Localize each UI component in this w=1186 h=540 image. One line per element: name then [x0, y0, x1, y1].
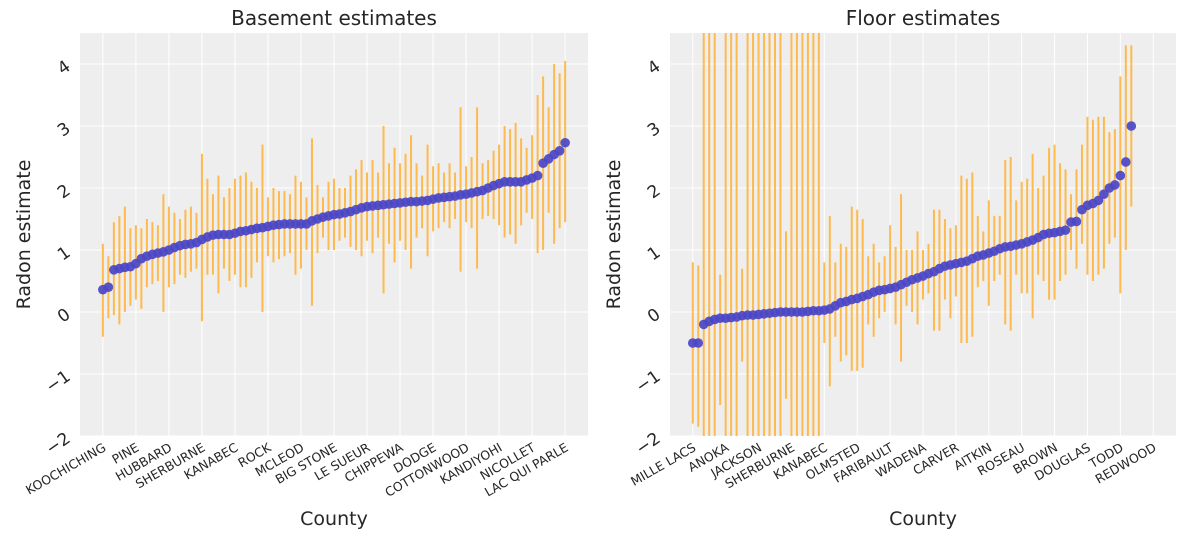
x-tick-labels: KOOCHICHING PINEHUBBARDSHERBURNEKANABECRO…: [23, 439, 571, 500]
floor-panel: −2 −1 0 1 2 3 4 MILLE LACSANOKAJACKSONSHERBURN…: [603, 6, 1176, 530]
y-tick-labels: −2 −1 0 1 2 3 4: [632, 57, 664, 460]
y-tick-label: 0: [644, 305, 664, 328]
estimate-point: [1115, 170, 1126, 181]
estimate-point: [1060, 225, 1071, 235]
y-axis-label: Radon estimate: [603, 160, 625, 310]
y-tick-label: 1: [54, 243, 74, 266]
estimate-point: [1121, 157, 1131, 167]
chart-title: Floor estimates: [846, 6, 1001, 30]
estimate-point: [1093, 195, 1104, 206]
y-tick-label: −1: [632, 367, 664, 398]
x-axis-label: County: [889, 508, 957, 530]
y-tick-label: 3: [54, 119, 74, 142]
estimate-point: [1099, 189, 1109, 199]
chart-title: Basement estimates: [231, 6, 437, 30]
estimate-point: [693, 338, 704, 348]
estimate-points: [98, 137, 570, 295]
y-tick-label: 2: [54, 181, 74, 204]
estimate-point: [103, 282, 114, 293]
estimate-point: [554, 146, 565, 156]
y-tick-label: 4: [54, 57, 74, 80]
y-tick-label: 0: [54, 305, 74, 328]
x-axis-label: County: [300, 508, 368, 530]
y-tick-label: 2: [644, 181, 664, 204]
y-axis-label: Radon estimate: [13, 160, 35, 310]
estimate-point: [560, 137, 570, 148]
estimate-point: [1071, 216, 1082, 227]
estimate-points: [687, 121, 1137, 348]
estimate-point: [532, 170, 543, 181]
y-tick-labels: −2 −1 0 1 2 3 4: [42, 57, 74, 460]
estimate-point: [1126, 121, 1137, 131]
basement-panel: −2 −1 0 1 2 3 4 KOOCHICHING PINEHUBBARDSHERBURN…: [13, 6, 588, 530]
estimate-point: [1110, 180, 1120, 190]
y-tick-label: 3: [644, 119, 664, 142]
x-tick-labels: MILLE LACSANOKAJACKSONSHERBURNEKANABECOL…: [628, 439, 1159, 491]
y-tick-label: 4: [644, 57, 664, 80]
y-tick-label: 1: [644, 243, 664, 266]
y-tick-label: −1: [42, 367, 74, 398]
y-tick-label: −2: [632, 429, 664, 460]
y-tick-label: −2: [42, 429, 74, 460]
